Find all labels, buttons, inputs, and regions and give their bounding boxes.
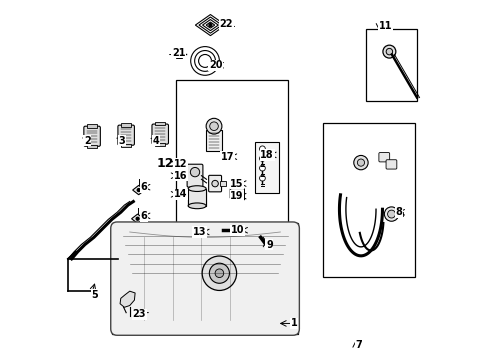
- Text: 4: 4: [152, 136, 159, 145]
- Circle shape: [259, 175, 265, 181]
- Circle shape: [190, 167, 199, 177]
- Circle shape: [136, 217, 139, 220]
- Bar: [112, 223, 298, 334]
- Circle shape: [382, 45, 395, 58]
- Circle shape: [353, 156, 367, 170]
- Text: 15: 15: [230, 179, 244, 189]
- Circle shape: [137, 189, 140, 192]
- Circle shape: [259, 146, 265, 152]
- Bar: [155, 122, 165, 126]
- Text: 10: 10: [230, 225, 244, 235]
- Bar: [87, 145, 97, 148]
- Text: 19: 19: [230, 191, 244, 201]
- FancyBboxPatch shape: [83, 126, 100, 146]
- Text: 6: 6: [140, 211, 147, 221]
- Bar: [188, 189, 206, 206]
- Text: 2: 2: [83, 136, 90, 145]
- Bar: [398, 212, 402, 216]
- Text: 5: 5: [91, 290, 98, 300]
- Bar: [121, 144, 131, 147]
- Text: 1: 1: [290, 319, 297, 328]
- Circle shape: [357, 159, 364, 166]
- FancyBboxPatch shape: [187, 164, 203, 187]
- Circle shape: [259, 165, 265, 171]
- Text: 3: 3: [118, 136, 125, 145]
- Bar: [176, 80, 287, 223]
- Text: 18: 18: [260, 150, 273, 160]
- Bar: [87, 124, 97, 128]
- Text: 23: 23: [132, 310, 145, 319]
- Circle shape: [208, 24, 211, 27]
- Text: 22: 22: [219, 19, 233, 29]
- FancyBboxPatch shape: [152, 124, 168, 144]
- FancyBboxPatch shape: [118, 125, 134, 145]
- Bar: [323, 123, 414, 277]
- Circle shape: [206, 118, 222, 134]
- Text: 6: 6: [140, 182, 147, 192]
- FancyBboxPatch shape: [378, 153, 389, 162]
- Circle shape: [387, 210, 395, 218]
- Circle shape: [386, 48, 392, 55]
- FancyBboxPatch shape: [385, 160, 396, 169]
- Circle shape: [202, 256, 236, 291]
- FancyBboxPatch shape: [110, 222, 299, 335]
- Circle shape: [384, 207, 398, 221]
- Text: 11: 11: [378, 21, 392, 31]
- Circle shape: [211, 180, 218, 187]
- Bar: [220, 181, 226, 186]
- Circle shape: [215, 269, 223, 278]
- Circle shape: [259, 156, 265, 161]
- Bar: [254, 142, 278, 193]
- Ellipse shape: [260, 235, 265, 239]
- Bar: [206, 130, 222, 150]
- Bar: [366, 30, 416, 101]
- Bar: [176, 49, 182, 58]
- Circle shape: [209, 263, 229, 283]
- Text: 16: 16: [173, 171, 186, 181]
- Bar: [155, 143, 165, 146]
- Bar: [228, 227, 236, 233]
- Text: 21: 21: [172, 48, 185, 58]
- Ellipse shape: [188, 186, 206, 192]
- Text: 12: 12: [156, 157, 174, 170]
- Text: 13: 13: [192, 227, 206, 237]
- Text: 9: 9: [265, 239, 272, 249]
- Bar: [121, 123, 131, 127]
- Polygon shape: [132, 185, 144, 195]
- Text: 20: 20: [208, 60, 222, 70]
- Polygon shape: [131, 214, 143, 224]
- FancyBboxPatch shape: [208, 175, 221, 192]
- Text: 12: 12: [173, 159, 186, 169]
- Ellipse shape: [188, 203, 206, 209]
- Text: 8: 8: [395, 207, 402, 217]
- Text: 14: 14: [173, 189, 186, 199]
- Polygon shape: [230, 187, 244, 201]
- Text: 17: 17: [221, 152, 234, 162]
- Text: 7: 7: [355, 340, 362, 350]
- Polygon shape: [120, 291, 135, 307]
- Circle shape: [209, 122, 218, 131]
